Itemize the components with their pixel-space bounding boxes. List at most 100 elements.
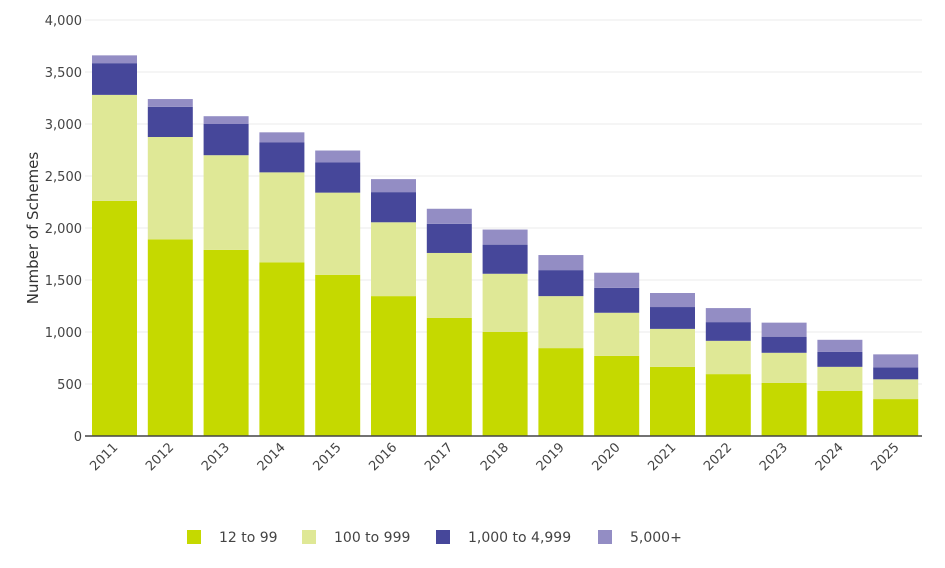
bar-segment xyxy=(203,124,249,156)
bar-segment xyxy=(817,366,863,391)
bar-segment xyxy=(873,354,919,368)
bar-segment xyxy=(371,192,416,223)
x-tick-label: 2022 xyxy=(701,440,735,474)
bar-segment xyxy=(92,63,137,95)
y-tick-label: 1,000 xyxy=(45,326,82,341)
bar-segment xyxy=(817,351,863,367)
bar-segment xyxy=(538,348,584,436)
y-tick-label: 1,500 xyxy=(45,274,82,289)
legend-item[interactable]: 12 to 99 xyxy=(187,530,278,546)
bar-segment xyxy=(315,150,361,163)
bar-segment xyxy=(203,155,249,250)
x-tick-label: 2023 xyxy=(757,440,791,474)
x-tick-label: 2015 xyxy=(311,440,345,474)
bar-segment xyxy=(203,249,249,436)
bar-segment xyxy=(315,192,361,275)
x-tick-label: 2012 xyxy=(143,440,177,474)
bar-segment xyxy=(650,366,695,436)
bar-segment xyxy=(873,367,919,380)
y-tick-label: 500 xyxy=(57,378,82,393)
bar-segment xyxy=(92,200,137,436)
y-tick-label: 2,500 xyxy=(45,170,82,185)
x-tick-label: 2019 xyxy=(534,440,568,474)
legend-swatch xyxy=(187,530,201,544)
legend: 12 to 99 100 to 999 1,000 to 4,999 5,000+ xyxy=(187,530,682,546)
bar-segment xyxy=(594,312,640,356)
bar-segment xyxy=(147,137,193,240)
y-axis-ticks: 0 500 1,000 1,500 2,000 2,500 3,000 3,500 4,000 xyxy=(45,14,82,445)
bar-segment xyxy=(594,272,640,288)
bar-segment xyxy=(705,374,751,436)
bar-segment xyxy=(426,252,472,318)
bar-segment xyxy=(482,244,528,274)
bar-segment xyxy=(259,142,305,173)
y-tick-label: 3,500 xyxy=(45,66,82,81)
bar-segment xyxy=(705,322,751,341)
bar-segment xyxy=(817,339,863,352)
x-tick-label: 2013 xyxy=(199,440,233,474)
x-tick-label: 2020 xyxy=(590,440,624,474)
bar-segment xyxy=(203,116,249,124)
bar-segment xyxy=(426,223,472,253)
bar-segment xyxy=(147,106,193,137)
y-tick-label: 2,000 xyxy=(45,222,82,237)
bar-segment xyxy=(315,162,361,193)
bar-segment xyxy=(147,99,193,107)
bar-segment xyxy=(761,382,807,436)
bar-segment xyxy=(259,262,305,436)
bars xyxy=(92,55,919,436)
bar-segment xyxy=(873,379,919,400)
bar-segment xyxy=(147,239,193,436)
bar-segment xyxy=(371,179,416,193)
x-tick-label: 2016 xyxy=(366,440,400,474)
bar-segment xyxy=(817,390,863,436)
bar-segment xyxy=(538,296,584,349)
y-tick-label: 4,000 xyxy=(45,14,82,29)
bar-segment xyxy=(650,293,695,308)
bar-segment xyxy=(371,222,416,297)
bar-segment xyxy=(426,208,472,224)
x-tick-label: 2017 xyxy=(422,440,456,474)
bar-segment xyxy=(315,274,361,436)
bar-segment xyxy=(538,270,584,297)
y-tick-label: 0 xyxy=(74,430,82,445)
bar-segment xyxy=(538,255,584,271)
bar-segment xyxy=(594,287,640,313)
legend-label: 1,000 to 4,999 xyxy=(468,530,571,546)
bar-segment xyxy=(92,94,137,201)
legend-label: 12 to 99 xyxy=(219,530,278,546)
y-tick-label: 3,000 xyxy=(45,118,82,133)
bar-segment xyxy=(259,172,305,263)
legend-swatch xyxy=(436,530,450,544)
bar-segment xyxy=(705,340,751,375)
bar-segment xyxy=(426,317,472,436)
legend-item[interactable]: 5,000+ xyxy=(598,530,682,546)
x-tick-label: 2018 xyxy=(478,440,512,474)
bar-segment xyxy=(92,55,137,64)
bar-segment xyxy=(873,399,919,436)
bar-segment xyxy=(259,132,305,143)
legend-label: 5,000+ xyxy=(630,530,682,546)
x-tick-label: 2025 xyxy=(869,440,903,474)
legend-swatch xyxy=(598,530,612,544)
bar-segment xyxy=(594,355,640,436)
bar-segment xyxy=(761,336,807,353)
x-axis-ticks: 2011 2012 2013 2014 2015 2016 2017 2018 2019 2020… xyxy=(87,440,902,474)
x-tick-label: 2024 xyxy=(813,440,847,474)
bar-segment xyxy=(371,296,416,436)
x-tick-label: 2014 xyxy=(255,440,289,474)
bar-segment xyxy=(761,322,807,337)
bar-segment xyxy=(482,273,528,332)
bar-segment xyxy=(482,229,528,245)
bar-segment xyxy=(705,308,751,323)
bar-segment xyxy=(482,332,528,436)
legend-swatch xyxy=(302,530,316,544)
x-tick-label: 2021 xyxy=(645,440,679,474)
bar-segment xyxy=(761,352,807,383)
bar-segment xyxy=(650,307,695,329)
legend-item[interactable]: 100 to 999 xyxy=(302,530,410,546)
legend-item[interactable]: 1,000 to 4,999 xyxy=(436,530,571,546)
bar-segment xyxy=(650,328,695,367)
legend-label: 100 to 999 xyxy=(334,530,410,546)
